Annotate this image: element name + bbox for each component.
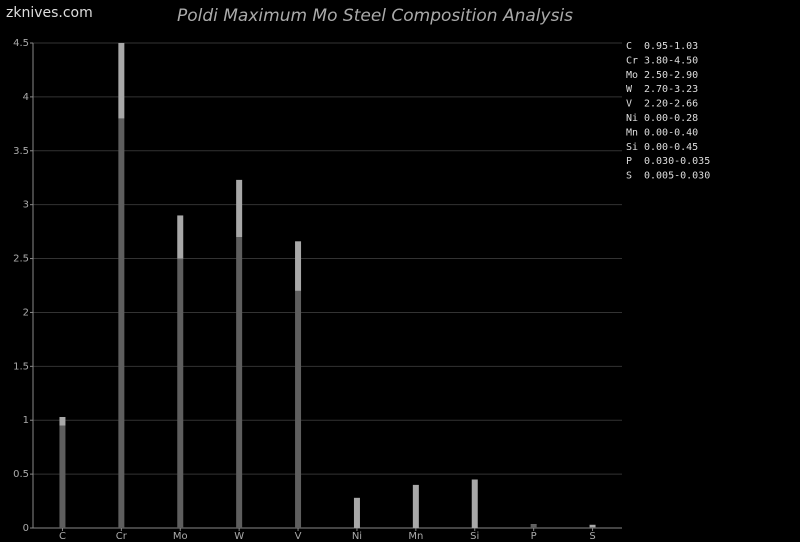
legend-name: C xyxy=(626,41,632,52)
legend-name: Mn xyxy=(626,127,638,138)
legend-range: 0.95-1.03 xyxy=(644,41,698,52)
legend-name: Cr xyxy=(626,55,638,66)
x-tick-label: Mn xyxy=(408,531,423,542)
y-tick-label: 2 xyxy=(23,307,29,318)
bar-low xyxy=(295,290,302,528)
watermark: zknives.com xyxy=(6,5,93,21)
legend-name: Ni xyxy=(626,113,638,124)
legend-name: Si xyxy=(626,142,638,153)
bar-low xyxy=(118,118,125,528)
x-tick-label: P xyxy=(531,531,537,542)
bar-low xyxy=(59,425,66,528)
y-tick-label: 0.5 xyxy=(13,469,29,480)
legend-range: 0.030-0.035 xyxy=(644,156,710,167)
bar-low xyxy=(177,258,184,528)
legend-range: 2.50-2.90 xyxy=(644,70,698,81)
bar-high xyxy=(59,416,66,426)
y-tick-label: 0 xyxy=(23,523,29,534)
y-tick-label: 3 xyxy=(23,200,29,211)
bar-high xyxy=(295,241,302,291)
legend-name: W xyxy=(626,84,633,95)
legend-range: 0.00-0.28 xyxy=(644,113,698,124)
legend-name: P xyxy=(626,156,632,167)
bar-high xyxy=(412,484,419,528)
legend-range: 3.80-4.50 xyxy=(644,55,698,66)
legend-range: 2.70-3.23 xyxy=(644,84,698,95)
legend-name: Mo xyxy=(626,70,638,81)
bar-high xyxy=(177,215,184,259)
bar-low xyxy=(236,237,243,528)
y-tick-label: 1 xyxy=(23,415,29,426)
x-tick-label: V xyxy=(295,531,302,542)
x-tick-label: Mo xyxy=(173,531,188,542)
x-tick-label: Si xyxy=(470,531,479,542)
x-tick-label: Cr xyxy=(116,531,128,542)
bar-high xyxy=(530,524,537,525)
y-tick-label: 2.5 xyxy=(13,254,29,265)
y-tick-label: 3.5 xyxy=(13,146,29,157)
bar-high xyxy=(353,497,360,528)
legend-range: 0.00-0.45 xyxy=(644,142,698,153)
legend-name: S xyxy=(626,171,632,182)
legend-range: 2.20-2.66 xyxy=(644,99,698,110)
chart-title: Poldi Maximum Mo Steel Composition Analy… xyxy=(177,6,573,26)
x-tick-label: S xyxy=(589,531,595,542)
legend-range: 0.005-0.030 xyxy=(644,171,710,182)
x-tick-label: W xyxy=(234,531,244,542)
x-tick-label: Ni xyxy=(352,531,362,542)
bar-high xyxy=(589,524,596,528)
bar-high xyxy=(471,479,478,528)
x-tick-label: C xyxy=(59,531,66,542)
y-tick-label: 1.5 xyxy=(13,361,29,372)
bar-low xyxy=(530,524,537,528)
bar-high xyxy=(118,43,125,119)
y-tick-label: 4 xyxy=(23,92,29,103)
legend-name: V xyxy=(626,99,632,110)
legend-range: 0.00-0.40 xyxy=(644,127,698,138)
y-tick-label: 4.5 xyxy=(13,38,29,49)
bar-low xyxy=(589,527,596,528)
bar-high xyxy=(236,179,243,237)
